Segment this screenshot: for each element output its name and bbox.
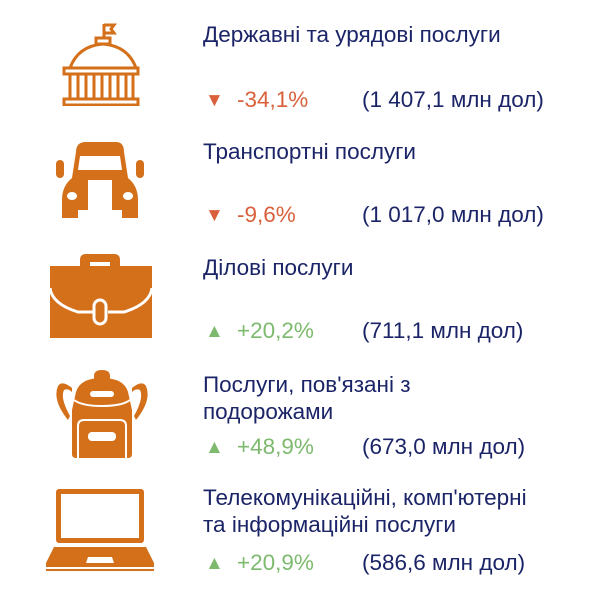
change-percent: -34,1% [237, 87, 309, 112]
truck-icon [56, 142, 144, 218]
item-title: Державні та урядові послуги [203, 22, 501, 47]
item-title: Телекомунікаційні, комп'ютерні [203, 485, 527, 510]
up-arrow-icon: ▲ [205, 321, 224, 342]
item-title: Ділові послуги [203, 255, 354, 280]
backpack-icon [56, 370, 148, 458]
item-title: Транспортні послуги [203, 139, 416, 164]
up-arrow-icon: ▲ [205, 553, 224, 574]
amount: (711,1 млн дол) [362, 318, 524, 343]
change-percent: +20,2% [237, 318, 314, 343]
down-arrow-icon: ▼ [205, 205, 224, 226]
down-arrow-icon: ▼ [205, 90, 224, 111]
change-percent: +20,9% [237, 550, 314, 575]
amount: (586,6 млн дол) [362, 550, 526, 575]
up-arrow-icon: ▲ [205, 437, 224, 458]
item-title: та інформаційні послуги [203, 512, 456, 537]
item-title: Послуги, пов'язані з [203, 372, 411, 397]
item-title: подорожами [203, 399, 334, 424]
amount: (673,0 млн дол) [362, 434, 526, 459]
change-percent: -9,6% [237, 202, 296, 227]
laptop-icon [46, 489, 154, 571]
change-percent: +48,9% [237, 434, 314, 459]
government-building-icon [62, 23, 140, 106]
amount: (1 407,1 млн дол) [362, 87, 544, 112]
amount: (1 017,0 млн дол) [362, 202, 544, 227]
briefcase-icon [48, 254, 154, 338]
